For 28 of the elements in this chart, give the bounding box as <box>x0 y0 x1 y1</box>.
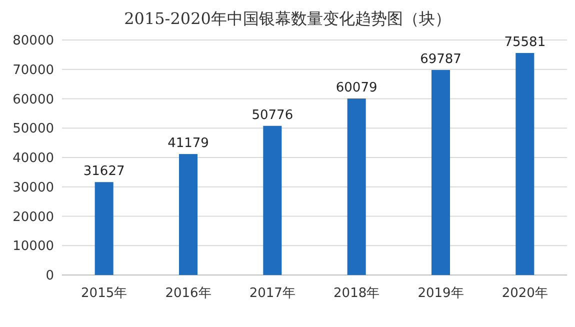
y-tick-label: 20000 <box>12 210 54 225</box>
chart-title: 2015-2020年中国银幕数量变化趋势图（块） <box>124 9 451 28</box>
y-tick-label: 0 <box>46 268 54 284</box>
data-label: 75581 <box>504 34 546 50</box>
y-tick-label: 60000 <box>12 92 54 108</box>
bar <box>263 126 282 275</box>
bar <box>516 52 534 275</box>
bar <box>431 70 450 275</box>
x-tick-label: 2019年 <box>418 286 464 301</box>
y-tick-label: 10000 <box>12 239 54 254</box>
x-tick-label: 2017年 <box>249 286 296 301</box>
data-label: 69787 <box>420 52 462 67</box>
x-tick-label: 2020年 <box>502 286 548 301</box>
data-label: 60079 <box>336 80 378 96</box>
data-label: 41179 <box>168 136 209 152</box>
y-tick-label: 80000 <box>12 34 54 49</box>
bar <box>178 154 198 275</box>
y-tick-label: 50000 <box>12 122 54 137</box>
data-label: 50776 <box>252 108 294 123</box>
x-tick-label: 2015年 <box>81 286 128 301</box>
y-tick-label: 40000 <box>12 151 54 166</box>
bar <box>347 98 366 275</box>
x-tick-label: 2018年 <box>334 286 380 301</box>
y-tick-label: 70000 <box>12 62 54 78</box>
bar <box>94 182 114 275</box>
x-tick-label: 2016年 <box>165 286 212 301</box>
data-label: 31627 <box>83 164 125 180</box>
y-tick-label: 30000 <box>12 180 54 196</box>
